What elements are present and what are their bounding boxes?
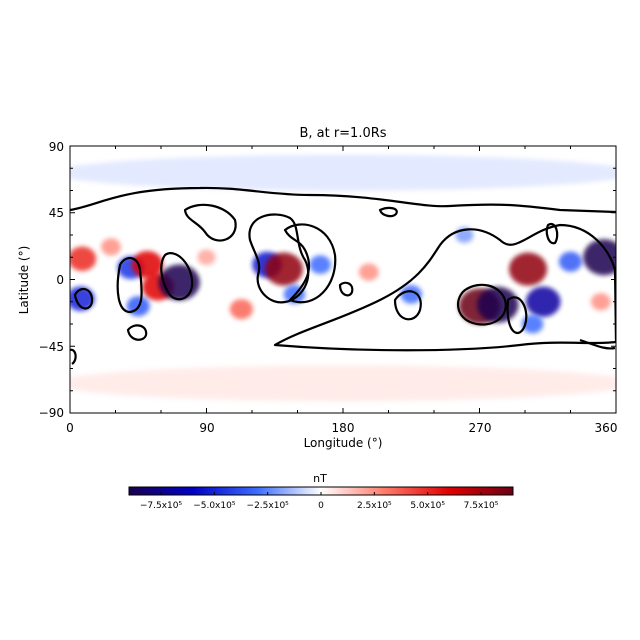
chart-title: B, at r=1.0Rs xyxy=(299,126,386,141)
plot-area xyxy=(69,145,617,414)
y-tick-label: 90 xyxy=(49,140,64,154)
zero-contour xyxy=(126,324,148,341)
zero-contour xyxy=(579,338,616,350)
y-axis: 90 45 0 −45 −90 Latitude (°) xyxy=(17,140,64,420)
field-feature xyxy=(525,286,561,317)
x-axis: 0 90 180 270 360 Longitude (°) xyxy=(66,421,617,450)
zero-contour xyxy=(338,281,354,297)
field-feature xyxy=(70,246,97,271)
zero-contour xyxy=(248,213,310,304)
y-tick-label: 0 xyxy=(56,273,64,287)
colorbar-tick-label: 0 xyxy=(318,501,324,511)
colorbar-tick-label: 2.5x10⁵ xyxy=(357,501,392,511)
colorbar-tick-label: 5.0x10⁵ xyxy=(410,501,445,511)
x-tick-label: 180 xyxy=(332,421,355,435)
colorbar-label: nT xyxy=(313,472,327,485)
y-tick-label: −90 xyxy=(39,406,64,420)
zero-contour xyxy=(506,296,528,335)
colorbar-ticks: −7.5x10⁵ −5.0x10⁵ −2.5x10⁵ 0 2.5x10⁵ 5.0x10⁵ 7… xyxy=(140,492,499,511)
field-layer xyxy=(70,154,616,402)
y-tick-label: −45 xyxy=(39,340,64,354)
field-feature xyxy=(358,263,379,281)
field-feature xyxy=(229,299,253,320)
field-feature xyxy=(583,239,616,276)
zero-contour xyxy=(457,283,507,326)
colorbar: nT −7.5x10⁵ −5.0x10⁵ −2.5x10⁵ 0 2.5x10⁵ 5.0x1… xyxy=(128,472,514,511)
x-tick-label: 270 xyxy=(469,421,492,435)
field-feature xyxy=(70,154,616,191)
x-axis-label: Longitude (°) xyxy=(304,436,383,450)
zero-contour xyxy=(116,257,143,314)
axis-ticks xyxy=(69,145,617,414)
colorbar-tick-label: 7.5x10⁵ xyxy=(464,501,499,511)
zero-contour xyxy=(183,203,237,242)
zero-contour xyxy=(378,206,398,218)
zero-contour xyxy=(273,223,616,352)
x-tick-label: 360 xyxy=(595,421,618,435)
zero-contour xyxy=(70,348,77,365)
colorbar-tick-label: −2.5x10⁵ xyxy=(247,501,290,511)
field-feature xyxy=(477,286,519,323)
field-feature xyxy=(101,238,121,256)
zero-contour xyxy=(73,287,94,310)
contour-layer xyxy=(70,186,616,365)
zero-contour xyxy=(545,222,559,245)
field-feature xyxy=(197,249,216,266)
y-axis-label: Latitude (°) xyxy=(17,246,31,315)
colorbar-tick-label: −5.0x10⁵ xyxy=(193,501,236,511)
zero-contour xyxy=(393,290,422,321)
x-tick-label: 90 xyxy=(199,421,214,435)
field-feature xyxy=(590,293,611,311)
field-feature xyxy=(400,285,422,304)
field-feature xyxy=(70,365,616,402)
field-feature xyxy=(558,251,583,272)
x-tick-label: 0 xyxy=(66,421,74,435)
field-feature xyxy=(264,252,303,286)
field-feature xyxy=(508,252,548,286)
zero-contour xyxy=(160,252,194,301)
field-feature xyxy=(309,255,331,274)
zero-contour xyxy=(70,186,616,214)
zero-contour xyxy=(283,223,337,304)
colorbar-tick-label: −7.5x10⁵ xyxy=(140,501,183,511)
y-tick-label: 45 xyxy=(49,206,64,220)
